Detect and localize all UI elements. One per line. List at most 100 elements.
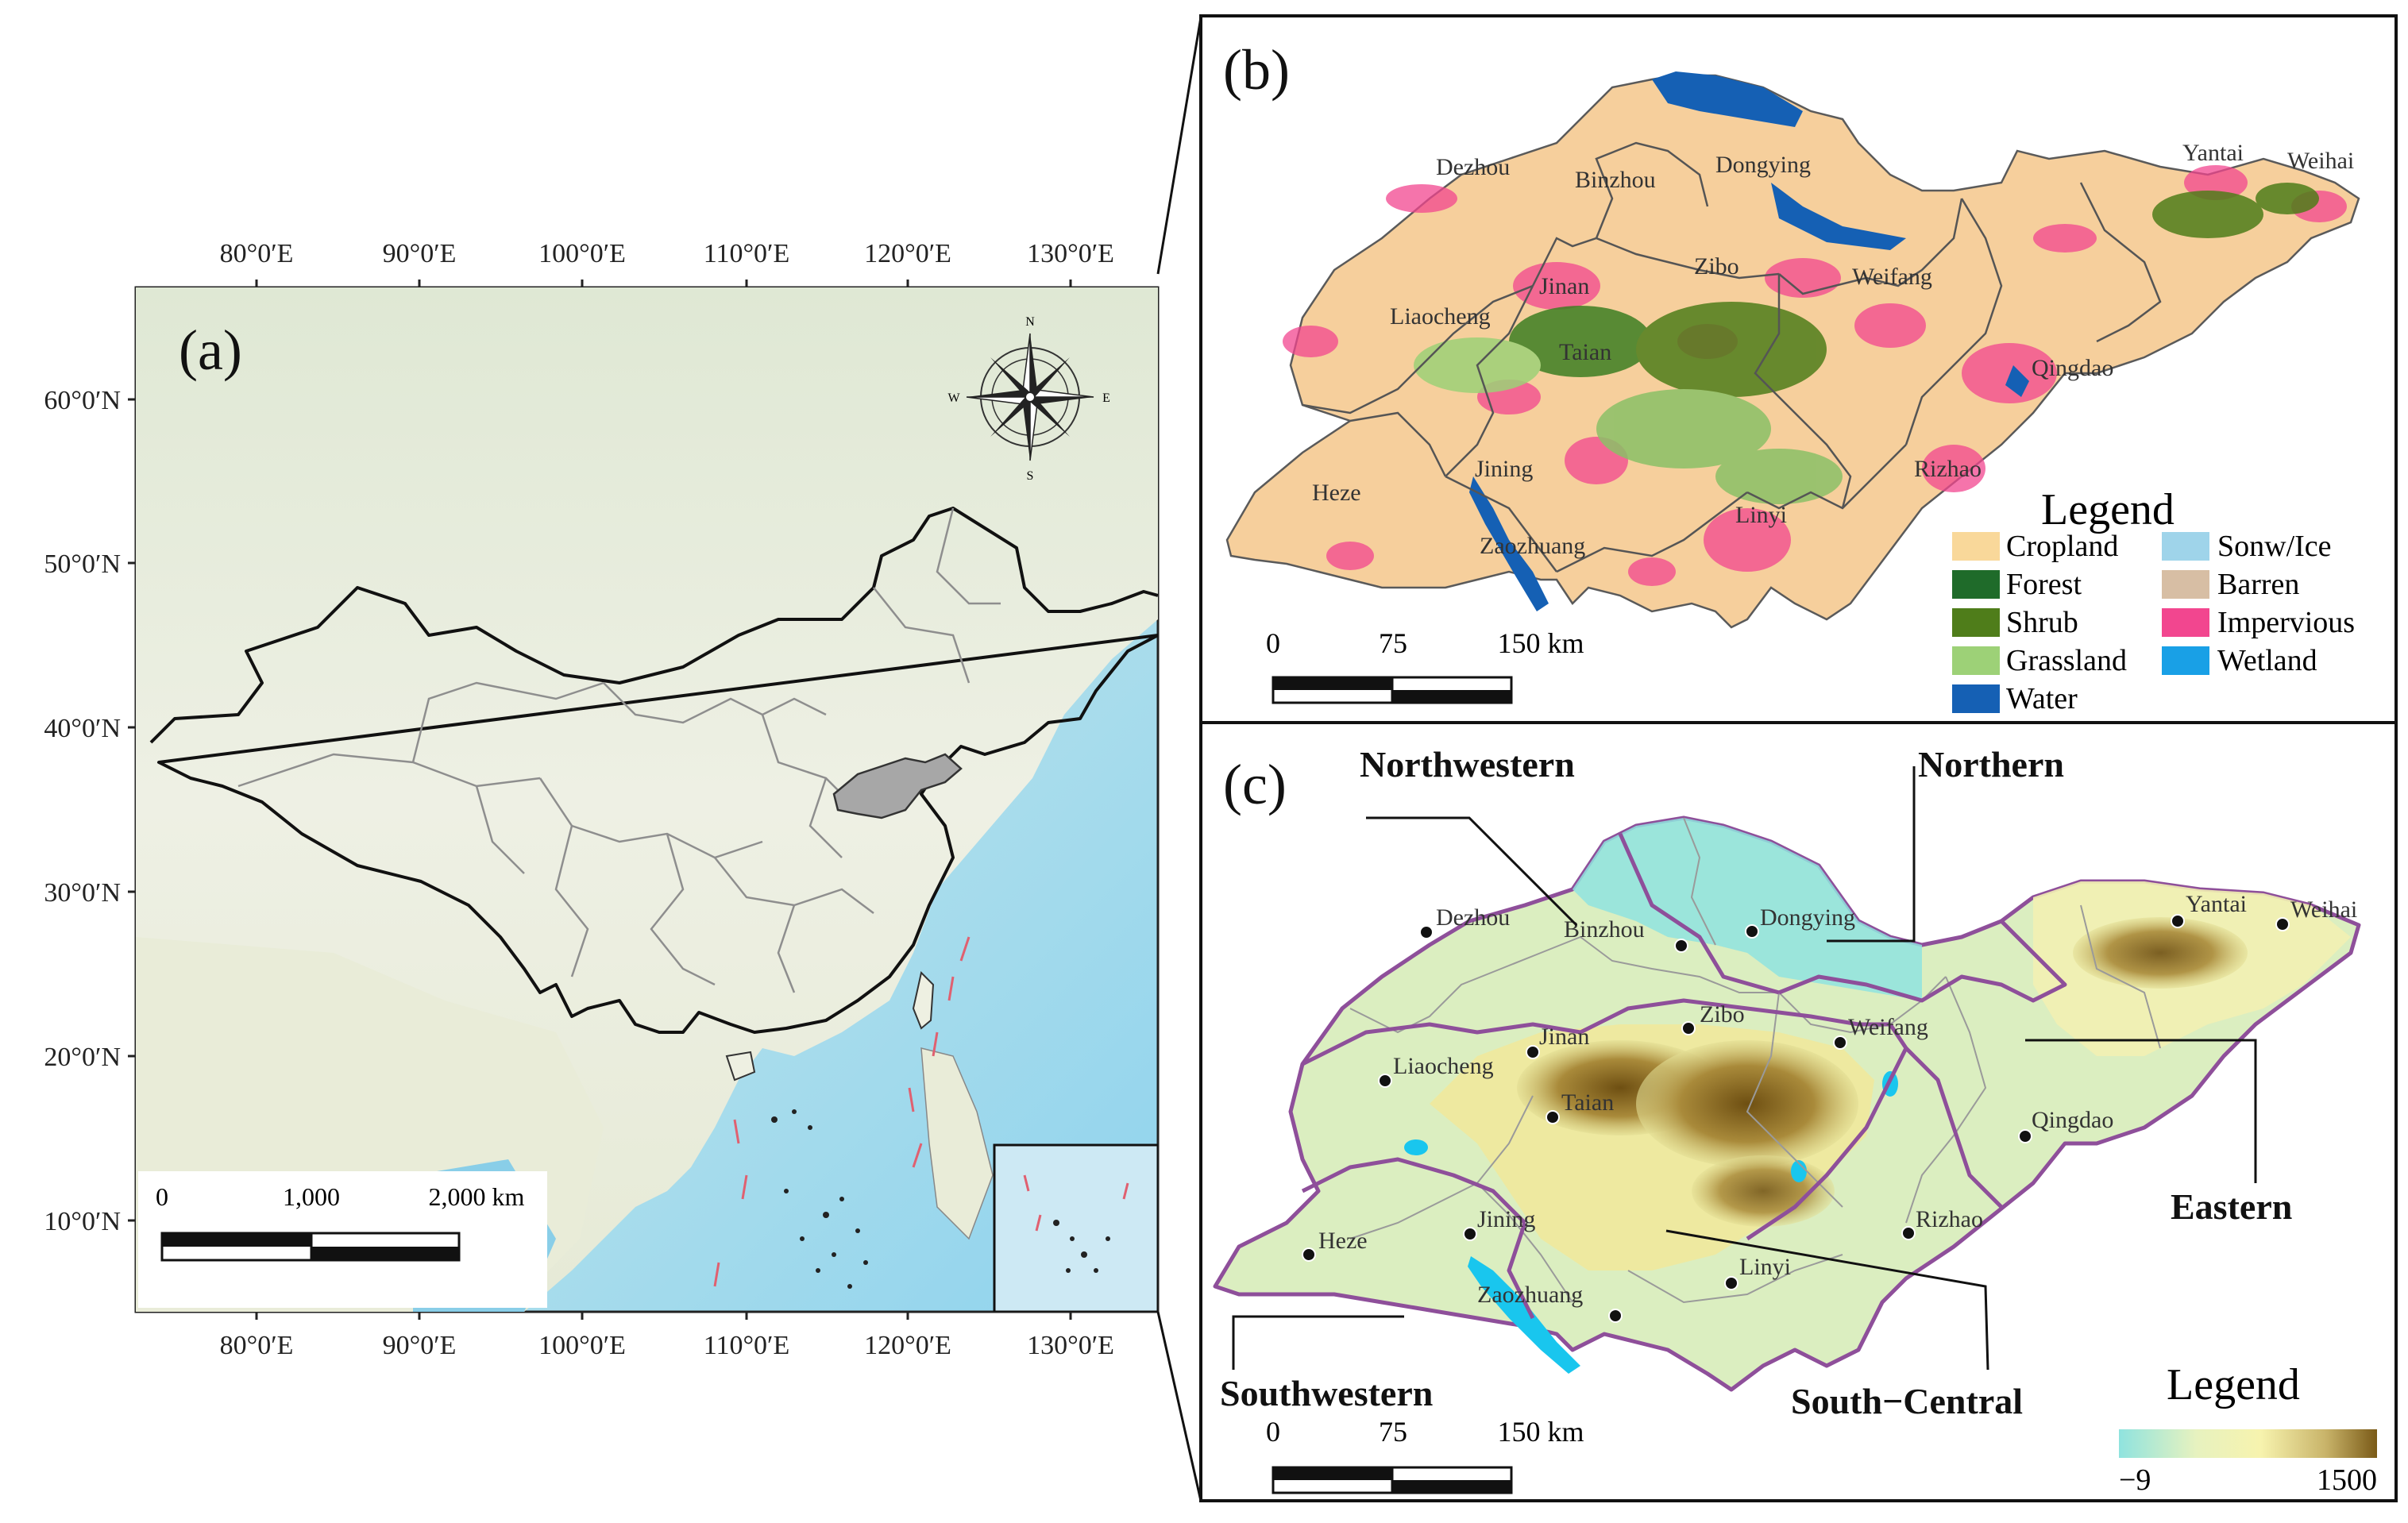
legend-label-cropland: Cropland [2006,530,2118,563]
city-b-zibo: Zibo [1694,253,1739,280]
inset-frame [993,1143,1158,1312]
city-b-linyi: Linyi [1735,502,1787,528]
lon-top-3: 100°0′E [538,239,626,268]
city-c-heze: Heze [1318,1228,1368,1254]
taiwan-island [912,971,935,1030]
lat-2: 50°0′N [44,549,121,579]
city-b-weifang: Weifang [1852,264,1932,290]
panel-c-scalebar: 0 75 150 km [1266,1416,1584,1494]
legend-label-grassland: Grassland [2006,644,2127,677]
lon-top-5: 120°0′E [864,239,951,268]
legend-swatch-cropland [1952,532,2000,561]
scale-a-1: 1,000 [283,1182,340,1211]
lat-1: 60°0′N [44,386,121,415]
legend-swatch-forest [1952,570,2000,599]
panel-b-legend: Legend Cropland Forest Shrub Grassland W… [1952,485,2355,715]
city-points [1302,914,2290,1323]
city-c-liaocheng: Liaocheng [1393,1053,1494,1079]
lon-bottom-4: 110°0′E [704,1331,790,1360]
province-borders [237,507,1001,993]
city-c-taian: Taian [1561,1089,1614,1116]
city-c-linyi: Linyi [1739,1254,1791,1280]
lon-bottom-3: 100°0′E [538,1331,626,1360]
lat-5: 20°0′N [44,1043,121,1072]
region-south-central: South−Central [1791,1381,2023,1421]
lon-bottom-6: 130°0′E [1027,1331,1114,1360]
legend-swatch-snow-ice [2162,532,2209,561]
city-b-yantai: Yantai [2182,140,2244,166]
city-b-binzhou: Binzhou [1575,167,1656,193]
panel-c-legend: Legend −9 1500 [2119,1360,2377,1497]
city-c-rizhao: Rizhao [1916,1206,1983,1232]
legend-swatch-water [1952,684,2000,713]
city-c-dezhou: Dezhou [1436,904,1510,931]
legend-label-snow-ice: Sonw/Ice [2217,530,2332,563]
compass-rose-icon: N S E W [947,315,1109,483]
city-c-qingdao: Qingdao [2032,1107,2113,1133]
city-b-weihai: Weihai [2287,148,2354,174]
region-northwestern: Northwestern [1360,744,1575,785]
lon-top-2: 90°0′E [383,239,457,268]
panel-b-label: (b) [1223,38,1290,102]
dem-lowland-north [1573,818,1922,1001]
scale-c-0: 0 [1266,1416,1280,1448]
scale-b-1: 75 [1379,627,1407,659]
city-c-dongying: Dongying [1760,904,1855,931]
legend-c-min: −9 [2119,1463,2151,1497]
philippines [920,1047,994,1240]
shandong-highlight [832,753,963,819]
scale-a-2: 2,000 km [429,1182,525,1211]
region-northern: Northern [1918,744,2064,785]
city-b-heze: Heze [1312,480,1361,506]
city-c-jinan: Jinan [1539,1024,1589,1050]
city-b-rizhao: Rizhao [1914,456,1982,482]
city-b-zaozhuang: Zaozhuang [1480,533,1585,559]
water-patches [1469,71,2029,611]
scale-b-2: 150 km [1497,627,1584,659]
prefecture-borders [1302,141,2162,573]
city-c-weifang: Weifang [1848,1014,1928,1040]
legend-label-wetland: Wetland [2217,644,2317,677]
lat-ticks [128,398,136,1222]
legend-swatch-grassland [1952,646,2000,675]
city-b-taian: Taian [1559,339,1611,365]
china-border [149,507,1158,1034]
lon-top-4: 110°0′E [704,239,790,268]
scale-c-1: 75 [1379,1416,1407,1448]
compass-w: W [947,391,960,405]
compass-e: E [1102,391,1110,405]
dem-yimeng [1636,1040,1858,1167]
region-leader-lines [1232,766,2257,1371]
city-c-yantai: Yantai [2186,891,2247,917]
hainan-island [725,1051,756,1082]
scale-c-2: 150 km [1497,1416,1584,1448]
legend-swatch-shrub [1952,608,2000,637]
legend-label-forest: Forest [2006,568,2082,601]
city-c-jining: Jining [1477,1206,1535,1232]
legend-c-max: 1500 [2317,1463,2377,1497]
region-southwestern: Southwestern [1220,1373,1433,1413]
lat-4: 30°0′N [44,878,121,908]
city-b-dezhou: Dezhou [1436,154,1510,180]
legend-c-title: Legend [2167,1360,2300,1409]
legend-swatch-wetland [2162,646,2209,675]
inset-islands [1053,1220,1110,1273]
city-b-qingdao: Qingdao [2032,355,2113,381]
legend-swatch-impervious [2162,608,2209,637]
lon-bottom-1: 80°0′E [220,1331,294,1360]
lon-ticks-bottom [255,1312,1072,1320]
city-b-dongying: Dongying [1715,152,1811,178]
city-c-weihai: Weihai [2290,896,2357,923]
region-boundaries [1301,832,2067,1320]
dashed-line [713,936,971,1287]
panel-c: Dezhou Binzhou Dongying Yantai Weihai Ji… [1199,721,2398,1502]
scs-islands [771,1109,868,1289]
city-b-jining: Jining [1475,456,1533,482]
lon-bottom-2: 90°0′E [383,1331,457,1360]
lat-3: 40°0′N [44,714,121,743]
scale-b-0: 0 [1266,627,1280,659]
legend-b-title: Legend [2041,485,2175,534]
dem-peninsula-hills [2073,917,2248,989]
inset-dashes [1023,1174,1129,1232]
